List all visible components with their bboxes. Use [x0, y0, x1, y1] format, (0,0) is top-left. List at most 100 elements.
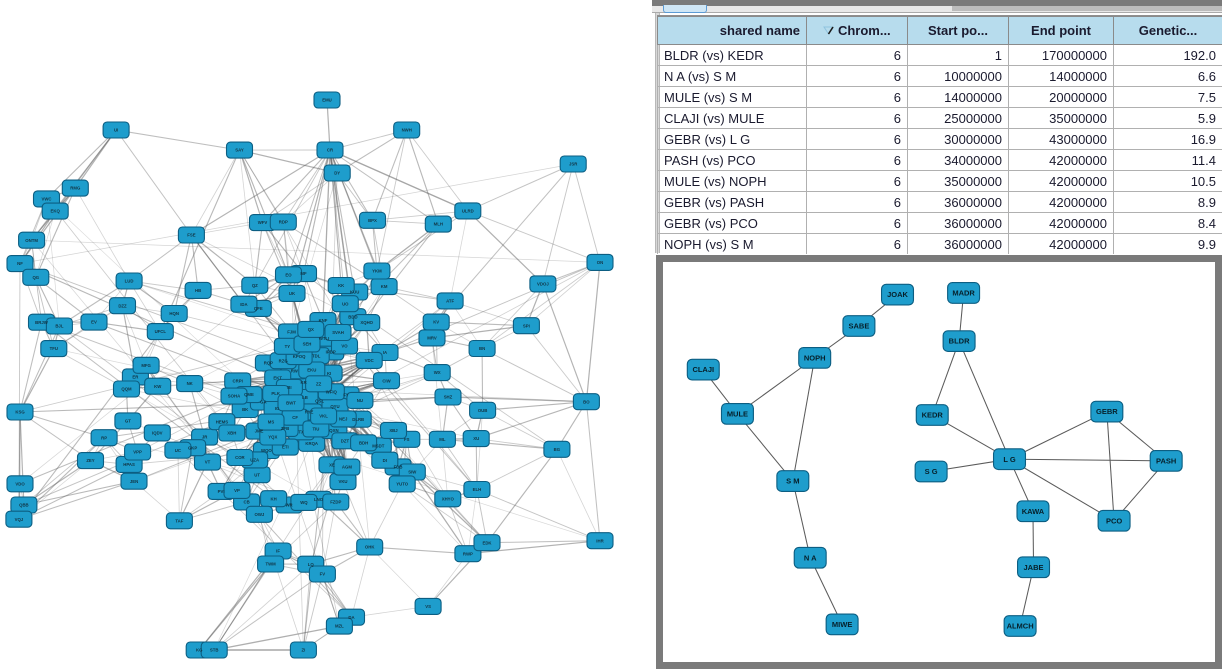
svg-text:AGM: AGM	[342, 465, 352, 470]
svg-text:NWH: NWH	[402, 128, 412, 133]
svg-text:ATF: ATF	[446, 299, 454, 304]
svg-text:BG: BG	[554, 447, 561, 452]
svg-text:VQJ: VQJ	[15, 517, 24, 522]
svg-text:JEN: JEN	[130, 479, 138, 484]
svg-text:NEJ: NEJ	[339, 417, 348, 422]
svg-text:DZZ: DZZ	[118, 303, 127, 308]
svg-text:VWC: VWC	[41, 197, 51, 202]
svg-text:ZI: ZI	[301, 648, 305, 653]
svg-text:DY: DY	[334, 171, 340, 176]
svg-text:BLDR: BLDR	[949, 337, 970, 346]
svg-text:UFCL: UFCL	[155, 329, 167, 334]
svg-text:VT: VT	[205, 460, 211, 465]
svg-text:UO: UO	[342, 301, 349, 306]
svg-text:BO: BO	[583, 399, 590, 404]
svg-text:VS: VS	[425, 604, 431, 609]
svg-text:OUB: OUB	[478, 408, 488, 413]
svg-text:JME: JME	[255, 429, 264, 434]
svg-text:EKT: EKT	[273, 376, 282, 381]
svg-text:VDC: VDC	[365, 358, 374, 363]
svg-text:MSDT: MSDT	[372, 443, 385, 448]
svg-text:CR: CR	[327, 148, 334, 153]
svg-text:BRJW: BRJW	[35, 320, 49, 325]
svg-text:NU: NU	[357, 398, 363, 403]
svg-text:DI: DI	[383, 458, 387, 463]
svg-text:CLAJI: CLAJI	[692, 365, 714, 374]
svg-text:WFIQ: WFIQ	[326, 389, 338, 394]
svg-text:KI: KI	[327, 371, 331, 376]
svg-text:XE: XE	[329, 462, 335, 467]
svg-text:PCO: PCO	[1106, 516, 1122, 525]
svg-text:KEDR: KEDR	[922, 411, 944, 420]
svg-text:KH: KH	[270, 496, 276, 501]
svg-text:QQM: QQM	[121, 387, 132, 392]
svg-text:IA: IA	[383, 350, 387, 355]
svg-text:ULRD: ULRD	[462, 209, 474, 214]
svg-text:JOAK: JOAK	[887, 290, 908, 299]
svg-text:GEBR: GEBR	[1096, 407, 1118, 416]
svg-text:BPX: BPX	[368, 218, 377, 223]
svg-text:JR: JR	[202, 435, 208, 440]
svg-text:QXN: QXN	[329, 428, 338, 433]
svg-text:YQX: YQX	[268, 435, 277, 440]
svg-text:XU: XU	[473, 436, 479, 441]
svg-text:KW: KW	[154, 384, 162, 389]
svg-text:TFU: TFU	[50, 346, 58, 351]
svg-text:QSL: QSL	[315, 399, 324, 404]
svg-text:MF: MF	[300, 271, 307, 276]
svg-text:TIU: TIU	[312, 427, 319, 432]
svg-text:KUU: KUU	[350, 290, 359, 295]
svg-text:NF: NF	[17, 261, 23, 266]
svg-text:N A: N A	[804, 553, 817, 562]
svg-text:MRV: MRV	[427, 336, 437, 341]
svg-text:LQ: LQ	[308, 562, 315, 567]
svg-text:KG: KG	[196, 648, 203, 653]
svg-text:UK: UK	[289, 291, 296, 296]
svg-text:IPDP: IPDP	[326, 350, 336, 355]
svg-text:KV: KV	[433, 320, 439, 325]
svg-text:MS: MS	[268, 420, 275, 425]
svg-text:KSG: KSG	[15, 410, 25, 415]
svg-text:KPOQ: KPOQ	[293, 354, 306, 359]
svg-text:KNF: KNF	[319, 318, 328, 323]
svg-text:UC: UC	[175, 448, 181, 453]
svg-text:IG: IG	[275, 406, 280, 411]
svg-text:MZL: MZL	[335, 624, 344, 629]
svg-text:WX: WX	[434, 370, 441, 375]
svg-text:RDP: RDP	[279, 220, 288, 225]
svg-text:MADR: MADR	[952, 289, 975, 298]
svg-text:CB: CB	[243, 500, 249, 505]
svg-text:RW: RW	[291, 368, 299, 373]
svg-text:XBH: XBH	[227, 431, 236, 436]
svg-text:QME: QME	[244, 392, 254, 397]
svg-text:FSE: FSE	[187, 233, 195, 238]
svg-text:TDL: TDL	[312, 353, 321, 358]
svg-text:FY: FY	[343, 392, 349, 397]
svg-text:ZFB: ZFB	[281, 426, 289, 431]
svg-text:EDK: EDK	[482, 540, 492, 545]
svg-text:JABE: JABE	[1024, 563, 1044, 572]
svg-text:CF: CF	[292, 415, 298, 420]
svg-text:ER: ER	[132, 375, 139, 380]
svg-text:VKU: VKU	[338, 479, 347, 484]
svg-text:ON: ON	[597, 260, 603, 265]
svg-text:UI: UI	[114, 128, 118, 133]
svg-text:MIWE: MIWE	[832, 620, 852, 629]
svg-text:PLK: PLK	[271, 391, 280, 396]
svg-text:VDOJ: VDOJ	[537, 282, 549, 287]
svg-text:RZG: RZG	[279, 358, 289, 363]
svg-text:NOPH: NOPH	[804, 354, 826, 363]
svg-text:MFG: MFG	[141, 363, 151, 368]
svg-text:ZEY: ZEY	[86, 458, 94, 463]
svg-text:QZ: QZ	[252, 283, 258, 288]
svg-text:CIW: CIW	[382, 378, 391, 383]
svg-text:BDD: BDD	[348, 314, 357, 319]
svg-text:ONTM: ONTM	[25, 238, 38, 243]
svg-text:QX: QX	[308, 327, 314, 332]
svg-text:S M: S M	[786, 477, 799, 486]
svg-text:IHR: IHR	[596, 538, 604, 543]
svg-text:RYE: RYE	[305, 410, 314, 415]
svg-text:TWM: TWM	[265, 562, 276, 567]
svg-text:PASH: PASH	[1156, 457, 1176, 466]
svg-text:KRQA: KRQA	[305, 441, 318, 446]
